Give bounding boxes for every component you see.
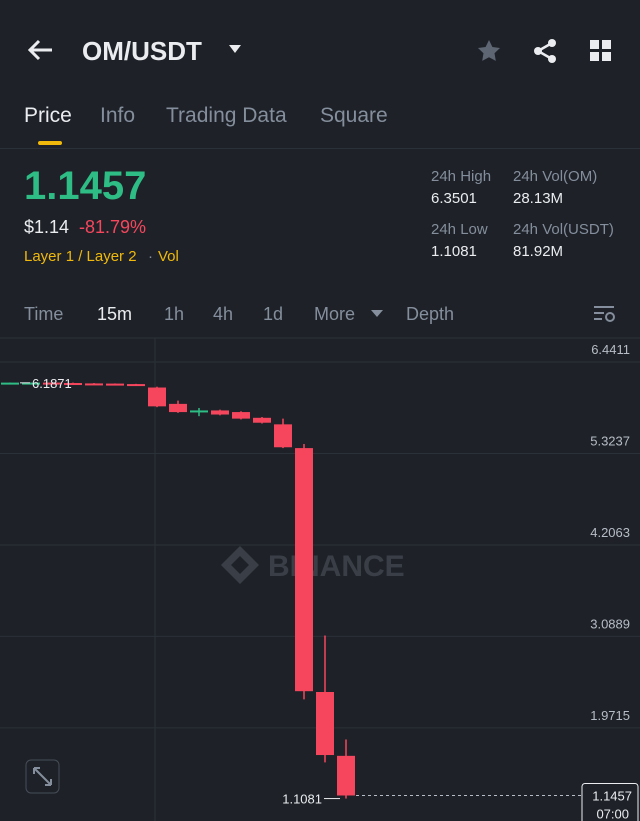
candle-body xyxy=(253,417,271,423)
more-dropdown[interactable] xyxy=(371,310,383,318)
y-tick-label: 1.9715 xyxy=(590,708,630,723)
candle-body xyxy=(316,692,334,756)
candle-body xyxy=(106,383,124,386)
interval[interactable]: 15m xyxy=(97,304,133,324)
favorite-icon[interactable] xyxy=(476,38,502,64)
candle-body xyxy=(148,387,166,407)
candle-body xyxy=(211,410,229,415)
candle-body xyxy=(232,412,250,419)
candle-body xyxy=(22,382,40,385)
settings-icon[interactable] xyxy=(594,305,616,323)
high-label: 6.1871 xyxy=(32,376,72,391)
tab[interactable]: Info xyxy=(100,104,136,127)
interval[interactable]: 4h xyxy=(213,304,234,324)
y-tick-label: 4.2063 xyxy=(590,525,630,540)
interval[interactable]: Depth xyxy=(406,304,455,324)
candle-body xyxy=(127,384,145,387)
interval[interactable]: More xyxy=(314,304,356,324)
separator: · xyxy=(148,248,153,265)
candle-body xyxy=(190,410,208,413)
stat-label: 24h Vol(OM) xyxy=(513,168,598,185)
tab[interactable]: Price xyxy=(24,104,72,127)
stat-value: 6.3501 xyxy=(431,190,477,207)
interval[interactable]: 1d xyxy=(263,304,284,324)
stat-label: 24h Low xyxy=(431,221,488,238)
tab[interactable]: Trading Data xyxy=(166,104,287,127)
candle-body xyxy=(43,382,61,385)
candle-body xyxy=(169,403,187,413)
candle-body xyxy=(85,383,103,386)
tag[interactable]: Vol xyxy=(158,248,179,265)
last-price: 1.1457 xyxy=(24,164,147,208)
watermark: BINANCE xyxy=(268,550,405,583)
divider xyxy=(0,148,640,149)
candle-body xyxy=(64,383,82,386)
last-price-time: 07:00 xyxy=(596,806,629,821)
candle-body xyxy=(295,448,313,692)
y-tick-label: 3.0889 xyxy=(590,616,630,631)
candle-body xyxy=(274,424,292,448)
last-price-box xyxy=(581,782,639,821)
stat-value: 81.92M xyxy=(513,243,564,260)
y-tick-label: 6.4411 xyxy=(591,342,630,357)
tab-indicator xyxy=(38,141,62,145)
share-icon[interactable] xyxy=(532,38,558,64)
stat-value: 1.1081 xyxy=(431,243,477,260)
usd-price: $1.14 xyxy=(24,217,70,237)
candle-body xyxy=(1,382,19,385)
back-button[interactable] xyxy=(26,38,54,62)
stat-label: 24h Vol(USDT) xyxy=(513,221,614,238)
tag[interactable]: Layer 1 / Layer 2 xyxy=(24,248,137,265)
expand-icon xyxy=(33,767,52,786)
interval[interactable]: 1h xyxy=(164,304,185,324)
last-price-label: 1.1457 xyxy=(592,788,632,803)
watermark-logo xyxy=(221,546,259,584)
stat-label: 24h High xyxy=(431,168,492,185)
y-tick-label: 5.3237 xyxy=(590,434,630,449)
interval[interactable]: Time xyxy=(24,304,64,324)
tab[interactable]: Square xyxy=(320,104,388,127)
stat-value: 28.13M xyxy=(513,190,564,207)
low-label: 1.1081 xyxy=(282,792,322,807)
price-change: -81.79% xyxy=(79,217,147,237)
candle-body xyxy=(337,755,355,796)
pair-dropdown[interactable] xyxy=(228,44,242,54)
expand-button[interactable] xyxy=(25,759,60,794)
pair-title[interactable]: OM/USDT xyxy=(82,36,202,66)
grid-icon[interactable] xyxy=(590,40,612,62)
